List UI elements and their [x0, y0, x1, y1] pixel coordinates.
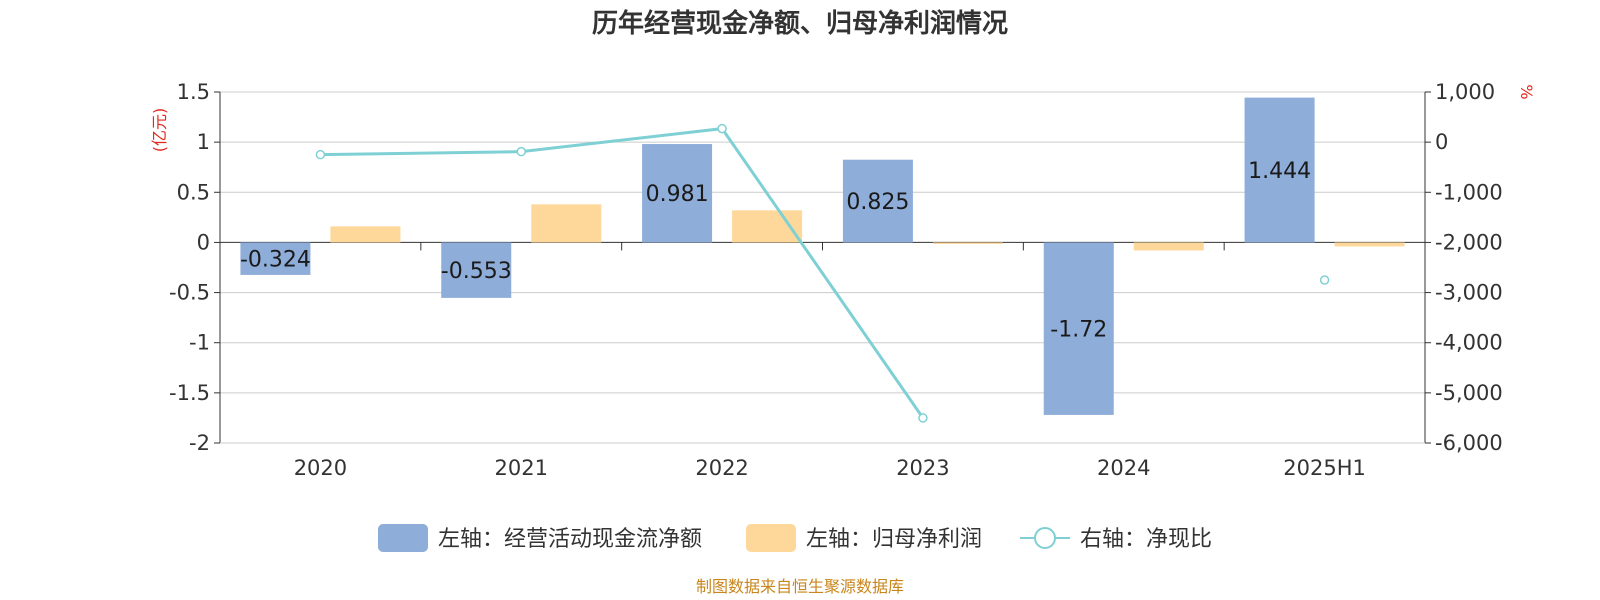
x-tick-label: 2025H1 — [1283, 456, 1366, 480]
x-tick-label: 2024 — [1097, 456, 1150, 480]
bar-data-label: -1.72 — [1050, 318, 1107, 343]
x-tick-label: 2022 — [695, 456, 748, 480]
legend-label-cash-flow: 左轴：经营活动现金流净额 — [438, 527, 702, 552]
bar-data-label: -0.324 — [240, 248, 311, 273]
bar-net-profit — [1133, 242, 1204, 251]
bar-cash-flow — [441, 242, 512, 298]
right-tick-label: -3,000 — [1435, 281, 1503, 305]
bar-data-label: 1.444 — [1248, 159, 1311, 184]
bar-cash-flow — [842, 159, 913, 243]
gridlines — [220, 91, 1425, 444]
bar-net-profit — [1334, 242, 1405, 247]
right-tick-label: 0 — [1435, 130, 1448, 154]
legend-label-net-profit: 左轴：归母净利润 — [806, 527, 982, 552]
data-source: 制图数据来自恒生聚源数据库 — [696, 577, 904, 596]
ratio-line — [320, 127, 925, 419]
bar-net-profit — [330, 226, 401, 243]
ratio-point — [717, 123, 727, 134]
left-tick-label: 1 — [197, 130, 210, 154]
left-tick-label: 0 — [197, 230, 210, 254]
legend-swatch-cash-flow — [378, 524, 428, 552]
ratio-point — [315, 149, 326, 160]
right-axis-unit: % — [1517, 84, 1536, 99]
x-tick-label: 2023 — [896, 456, 949, 480]
left-tick-label: -1 — [189, 331, 210, 355]
x-tick-label: 2020 — [294, 456, 347, 480]
right-tick-label: -5,000 — [1435, 381, 1503, 405]
x-tick-label: 2021 — [495, 456, 548, 480]
ratio-point — [1319, 275, 1330, 285]
left-tick-label: 1.5 — [177, 80, 210, 104]
legend-swatch-net-profit — [746, 524, 796, 552]
legend: 左轴：经营活动现金流净额 左轴：归母净利润 右轴：净现比 — [378, 524, 1212, 552]
bar-data-label: 0.825 — [846, 190, 909, 215]
bar-cash-flow — [1043, 242, 1114, 415]
bar-net-profit — [932, 242, 1003, 244]
legend-label-ratio: 右轴：净现比 — [1080, 527, 1212, 552]
bar-net-profit — [531, 204, 602, 243]
left-tick-label: -0.5 — [169, 281, 210, 305]
legend-marker-ratio — [1034, 527, 1056, 549]
right-tick-label: -4,000 — [1435, 331, 1503, 355]
right-tick-label: -1,000 — [1435, 180, 1503, 204]
chart-title: 历年经营现金净额、归母净利润情况 — [592, 8, 1008, 39]
right-tick-label: 1,000 — [1435, 80, 1495, 104]
bar-cash-flow — [240, 242, 311, 275]
bar-data-label: -0.553 — [441, 259, 512, 284]
bar-series — [240, 97, 1405, 415]
right-tick-label: -2,000 — [1435, 230, 1503, 254]
line-series — [315, 123, 1330, 423]
bar-cash-flow — [1244, 97, 1315, 243]
left-tick-label: -1.5 — [169, 381, 210, 405]
bar-data-label: 0.981 — [646, 182, 709, 207]
bar-cash-flow — [642, 144, 713, 243]
data-labels: -0.324 -0.553 0.981 0.825 -1.72 1.444 — [240, 159, 1311, 343]
left-axis-unit: (亿元) — [150, 108, 169, 153]
ratio-point — [516, 146, 526, 157]
left-tick-label: -2 — [189, 431, 210, 455]
left-tick-label: 0.5 — [177, 180, 210, 204]
right-tick-label: -6,000 — [1435, 431, 1503, 455]
axes: 1.5 1 0.5 0 -0.5 -1 -1.5 -2 1,000 0 -1,000 -2,000 -3… — [169, 80, 1503, 480]
ratio-point — [918, 413, 928, 423]
